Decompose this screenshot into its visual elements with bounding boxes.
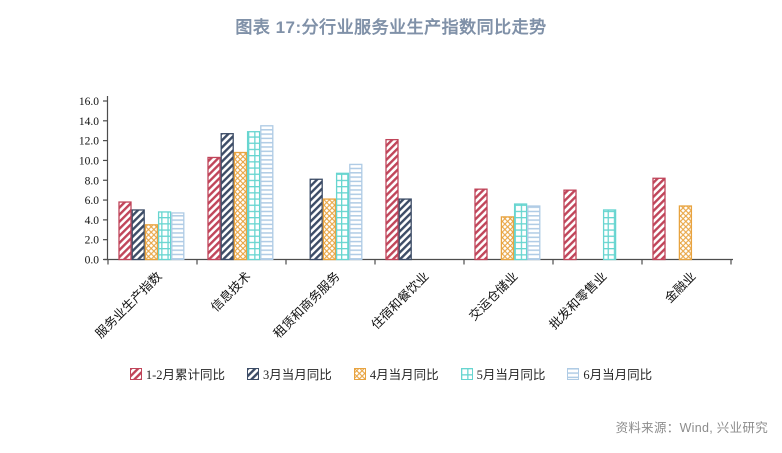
bar	[678, 205, 693, 261]
legend-label: 3月当月同比	[263, 368, 332, 382]
x-axis-label: 服务业生产指数	[92, 268, 165, 341]
legend-item: 3月当月同比	[247, 364, 332, 383]
bar	[171, 212, 185, 261]
x-axis-label: 批发和零售业	[546, 269, 610, 333]
bar	[220, 133, 234, 261]
y-axis-label: 12.0	[79, 136, 99, 148]
legend-label: 6月当月同比	[583, 368, 653, 382]
bar	[652, 177, 666, 261]
source-note: 资料来源：Wind, 兴业研究	[615, 421, 768, 435]
bar	[335, 172, 350, 261]
y-axis-label: 16.0	[79, 96, 99, 108]
bar	[513, 203, 528, 261]
bar	[131, 209, 145, 261]
legend-swatch-icon	[567, 367, 580, 380]
bar	[260, 125, 274, 261]
y-axis-label: 2.0	[85, 235, 100, 247]
y-axis-label: 0.0	[85, 255, 100, 267]
legend-item: 6月当月同比	[567, 364, 652, 383]
bar	[157, 211, 172, 261]
legend-label: 1-2月累计同比	[145, 368, 226, 382]
legend-swatch-icon	[129, 367, 142, 380]
bar	[527, 205, 541, 261]
bar	[474, 188, 488, 261]
bar	[118, 201, 132, 261]
x-axis-label: 金融业	[661, 269, 698, 306]
chart-title: 图表 17:分行业服务业生产指数同比走势	[235, 18, 547, 37]
legend-label: 4月当月同比	[369, 368, 439, 382]
legend-swatch-icon	[247, 367, 260, 380]
bar	[500, 216, 515, 261]
legend-swatch-icon	[460, 367, 473, 380]
y-axis-label: 10.0	[79, 155, 99, 167]
bar	[385, 138, 399, 261]
bar	[322, 198, 337, 261]
bar	[233, 151, 248, 261]
y-axis-label: 4.0	[85, 215, 100, 227]
bar	[207, 156, 221, 261]
bar	[144, 224, 159, 261]
legend-item: 1-2月累计同比	[129, 364, 226, 383]
x-axis-label: 信息技术	[208, 268, 254, 314]
bar	[246, 131, 261, 261]
x-axis-label: 租赁和商务服务	[270, 269, 342, 341]
legend-swatch-icon	[353, 367, 366, 380]
bar	[398, 198, 412, 261]
bar	[602, 209, 617, 261]
x-axis-label: 交运仓储业	[466, 269, 521, 324]
legend-item: 4月当月同比	[353, 364, 439, 383]
bar	[309, 178, 323, 261]
x-axis-label: 住宿和餐饮业	[368, 269, 432, 333]
y-axis-label: 8.0	[85, 175, 100, 187]
bar	[349, 163, 363, 261]
legend: 1-2月累计同比 3月当月同比 4月当月同比 5月当月同比 6月当月同比	[0, 364, 782, 383]
bar	[563, 189, 577, 261]
y-axis-label: 14.0	[79, 116, 99, 128]
y-axis-label: 6.0	[85, 195, 100, 207]
legend-label: 5月当月同比	[476, 368, 546, 382]
legend-item: 5月当月同比	[460, 364, 546, 383]
